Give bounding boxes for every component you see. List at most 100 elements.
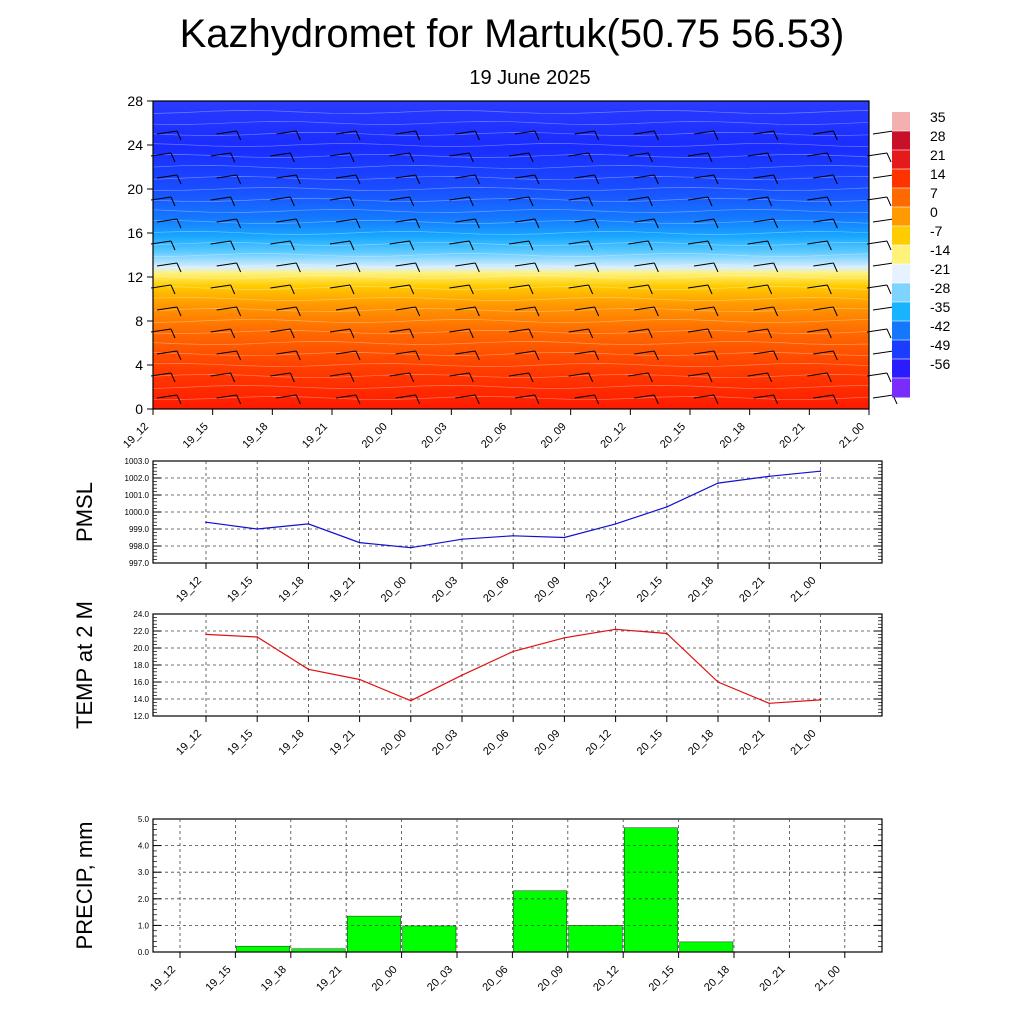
wind-barb	[335, 262, 357, 267]
colorbar-segment	[892, 226, 910, 246]
wind-barb	[236, 394, 242, 405]
wind-barb	[753, 130, 774, 135]
wind-barb	[687, 328, 709, 333]
wind-barb	[747, 284, 768, 289]
colorbar-label: -14	[930, 242, 950, 258]
y-tick-label: 4.0	[138, 842, 150, 851]
wind-barb	[176, 262, 182, 273]
wind-barb	[713, 306, 719, 317]
wind-barb	[230, 372, 236, 383]
colorbar-label: -21	[930, 261, 950, 277]
wind-barb	[693, 218, 715, 223]
colorbar-label: 35	[930, 109, 946, 125]
x-tick-label: 19_18	[259, 964, 289, 994]
wind-barb	[415, 174, 421, 185]
wind-barb	[707, 240, 713, 251]
wind-barb	[594, 350, 600, 361]
wind-barb	[528, 152, 534, 163]
wind-barb	[653, 394, 659, 405]
wind-barb	[628, 284, 649, 289]
wind-barb	[395, 218, 416, 223]
wind-barb	[568, 328, 589, 333]
contour-line	[152, 363, 870, 367]
wind-barb	[395, 262, 416, 267]
page-subtitle: 19 June 2025	[469, 67, 591, 89]
wind-barb	[389, 328, 410, 333]
colorbar-label: 21	[930, 147, 946, 163]
wind-barb	[886, 152, 892, 163]
wind-barb	[813, 262, 834, 267]
wind-barb	[289, 152, 295, 163]
wind-barb	[813, 350, 834, 355]
y-tick-label: 16	[127, 225, 143, 241]
colorbar-segment	[892, 112, 910, 132]
wind-barb	[449, 372, 470, 377]
wind-barb	[628, 196, 649, 201]
wind-barb	[329, 284, 351, 289]
contour-line	[152, 198, 870, 202]
wind-barb	[468, 240, 474, 251]
temperature-point	[307, 668, 310, 671]
x-tick-label: 20_21	[737, 575, 767, 605]
wind-barb	[508, 328, 530, 333]
wind-barb	[747, 196, 768, 201]
wind-barb	[574, 394, 595, 399]
wind-barb	[693, 306, 715, 311]
wind-barb	[707, 196, 713, 207]
y-tick-label: 0.0	[138, 948, 150, 957]
x-tick-label: 20_21	[737, 728, 767, 758]
precipitation-panel: 0.0 1.0 2.0 3.0 4.0 5.0 19_12 19_15 19_18 19_21 20…	[72, 815, 883, 994]
pressure-point	[768, 475, 770, 478]
wind-barb	[832, 306, 838, 317]
wind-barb	[687, 196, 709, 201]
wind-barb	[832, 130, 838, 141]
wind-barb	[826, 328, 832, 339]
wind-barb	[713, 174, 719, 185]
wind-barb	[568, 284, 589, 289]
x-tick-label: 20_15	[658, 421, 688, 451]
wind-barb	[395, 130, 416, 135]
colorbar-segment	[892, 359, 910, 379]
contour-line	[152, 385, 870, 389]
wind-barb	[455, 306, 476, 311]
wind-barb	[355, 394, 361, 405]
y-tick-label: 997.0	[129, 559, 150, 568]
page-title: Kazhydromet for Martuk(50.75 56.53)	[179, 12, 845, 56]
wind-barb	[826, 372, 832, 383]
wind-barb	[508, 196, 530, 201]
wind-barb	[634, 174, 655, 179]
x-tick-label: 20_00	[379, 575, 409, 605]
wind-barb	[832, 350, 838, 361]
wind-barb	[568, 240, 589, 245]
wind-barb	[753, 350, 774, 355]
wind-barb	[574, 350, 595, 355]
wind-barb	[588, 284, 594, 295]
wind-barb	[389, 152, 410, 157]
wind-barb	[468, 152, 474, 163]
pressure-point	[256, 528, 259, 530]
wind-barb	[514, 394, 536, 399]
x-tick-label: 20_12	[598, 421, 628, 451]
wind-barb	[747, 240, 768, 245]
x-tick-label: 20_18	[686, 728, 716, 758]
wind-barb	[474, 262, 480, 273]
temperature-point	[717, 681, 719, 683]
wind-barb	[886, 196, 892, 207]
wind-barb	[409, 284, 415, 295]
wind-barb	[628, 328, 649, 333]
wind-barb	[395, 174, 416, 179]
precip-bar	[513, 890, 568, 953]
x-tick-label: 20_06	[480, 964, 510, 994]
wind-barb	[594, 262, 600, 273]
x-tick-label: 20_03	[419, 421, 449, 451]
y-tick-label: 4	[135, 357, 143, 373]
wind-barb	[826, 240, 832, 251]
colorbar-label: 0	[930, 204, 938, 220]
wind-barb	[872, 394, 894, 399]
temperature-panel: 12.0 14.0 16.0 18.0 20.0 22.0 24.0 19_12 19_15 19…	[72, 601, 883, 758]
wind-barb	[289, 284, 295, 295]
wind-barb	[534, 306, 540, 317]
wind-barb	[329, 240, 351, 245]
wind-barb	[156, 394, 178, 399]
wind-barb	[156, 130, 178, 135]
